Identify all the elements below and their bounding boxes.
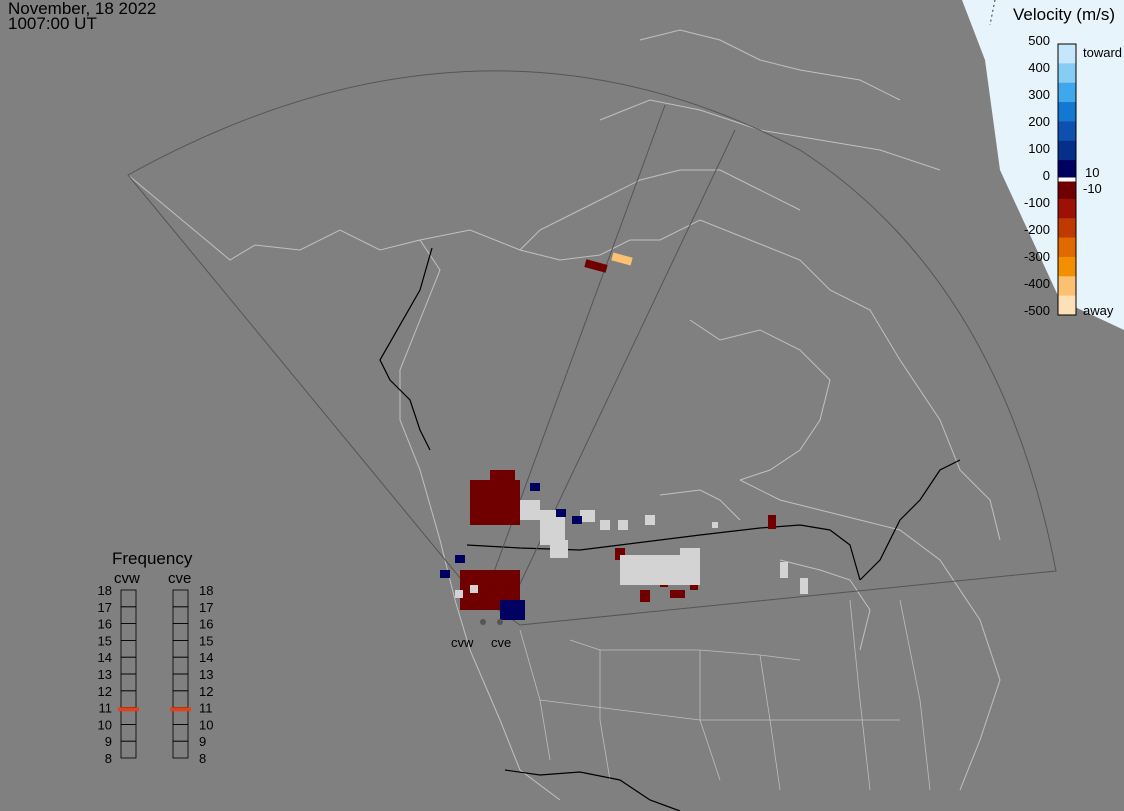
frequency-marker-cve <box>170 707 191 712</box>
frequency-scale-label: 8 <box>199 751 206 766</box>
echo-cells <box>440 252 808 620</box>
velocity-tick-label: 0 <box>1043 168 1050 183</box>
frequency-scale-label: 17 <box>98 600 112 615</box>
frequency-cell <box>172 623 189 641</box>
frequency-radar-cvw: cvw <box>114 570 140 587</box>
frequency-cell <box>120 724 137 742</box>
radar-label-cve: cve <box>491 635 511 650</box>
colorbar-outline <box>1057 43 1077 316</box>
frequency-scale-label: 13 <box>199 667 213 682</box>
colorbar-segment <box>1058 198 1076 219</box>
colorbar-zero-gap <box>1058 177 1076 182</box>
frequency-cell <box>120 740 137 759</box>
frequency-cell <box>172 690 189 708</box>
frequency-scale-label: 14 <box>98 650 112 665</box>
frequency-cell <box>120 640 137 658</box>
velocity-away-label: away <box>1083 303 1114 318</box>
frequency-scale-label: 8 <box>105 751 112 766</box>
velocity-threshold-pos: 10 <box>1085 165 1099 180</box>
frequency-scale-label: 10 <box>98 717 112 732</box>
frequency-scale-label: 15 <box>199 633 213 648</box>
velocity-tick-label: -100 <box>1024 195 1050 210</box>
colorbar-segment <box>1058 179 1076 200</box>
colorbar-segment <box>1058 121 1076 142</box>
frequency-scale-label: 18 <box>98 583 112 598</box>
velocity-toward-label: toward <box>1083 45 1122 60</box>
colorbar-segment <box>1058 160 1076 180</box>
national-borders <box>379 247 961 811</box>
frequency-scale-label: 11 <box>199 701 213 716</box>
velocity-tick-label: -400 <box>1024 276 1050 291</box>
frequency-cell <box>172 724 189 742</box>
frequency-scale-label: 12 <box>98 684 112 699</box>
colorbar-segment <box>1058 237 1076 258</box>
date-label: November, 18 2022 <box>8 0 157 18</box>
frequency-marker-cvw <box>118 707 139 712</box>
colorbar-segment <box>1058 63 1076 84</box>
frequency-cell <box>172 640 189 658</box>
frequency-radar-cve: cve <box>168 570 191 587</box>
frequency-scale-label: 9 <box>105 734 112 749</box>
frequency-cell <box>172 656 189 675</box>
colorbar-segment <box>1058 295 1076 316</box>
frequency-cell <box>172 673 189 692</box>
velocity-tick-label: -300 <box>1024 249 1050 264</box>
frequency-scale-label: 16 <box>199 617 213 632</box>
radar-sites: cvw cve <box>451 619 511 650</box>
frequency-scale-label: 10 <box>199 717 213 732</box>
velocity-legend-title: Velocity (m/s) <box>1013 5 1115 24</box>
frequency-cell <box>120 690 137 708</box>
colorbar-segment <box>1058 102 1076 122</box>
colorbar-segment <box>1058 276 1076 297</box>
velocity-tick-label: 300 <box>1028 87 1050 102</box>
radar-site-cve <box>497 619 503 625</box>
time-label: 1007:00 UT <box>8 14 97 33</box>
velocity-legend: Velocity (m/s) 500 400 300 200 100 0 -100 -200 -… <box>1013 5 1122 318</box>
frequency-scale-label: 12 <box>199 684 213 699</box>
radar-field-of-view <box>127 70 1057 626</box>
colorbar-segment <box>1058 44 1076 64</box>
frequency-scale-label: 9 <box>199 734 206 749</box>
frequency-scale-label: 18 <box>199 583 213 598</box>
frequency-scale-label: 11 <box>99 701 113 716</box>
frequency-cell <box>120 656 137 675</box>
frequency-cell <box>120 606 137 624</box>
colorbar-segment <box>1058 82 1076 103</box>
velocity-tick-label: 100 <box>1028 141 1050 156</box>
frequency-cell <box>172 740 189 759</box>
frequency-cell <box>120 673 137 692</box>
frequency-scale-label: 14 <box>199 650 213 665</box>
frequency-scale-label: 13 <box>98 667 112 682</box>
frequency-cell <box>172 589 189 608</box>
colorbar-segment <box>1058 256 1076 277</box>
frequency-cell <box>120 589 137 608</box>
colorbar-segment <box>1058 140 1076 161</box>
velocity-tick-label: 400 <box>1028 60 1050 75</box>
frequency-title: Frequency <box>112 549 193 568</box>
terminator-line <box>989 0 996 26</box>
colorbar-segment <box>1058 218 1076 239</box>
radar-site-cvw <box>480 619 486 625</box>
velocity-tick-label: -500 <box>1024 303 1050 318</box>
frequency-scale-label: 15 <box>98 633 112 648</box>
velocity-tick-label: 200 <box>1028 114 1050 129</box>
velocity-threshold-neg: -10 <box>1083 181 1102 196</box>
velocity-ticks: 500 400 300 200 100 0 -100 -200 -300 -400 -500 <box>1024 33 1050 318</box>
radar-label-cvw: cvw <box>451 635 474 650</box>
coastlines <box>127 29 1001 801</box>
velocity-tick-label: 500 <box>1028 33 1050 48</box>
velocity-tick-label: -200 <box>1024 222 1050 237</box>
frequency-scale-label: 17 <box>199 600 213 615</box>
frequency-scale-label: 16 <box>98 617 112 632</box>
frequency-cell <box>172 606 189 624</box>
frequency-cell <box>120 623 137 641</box>
velocity-colorbar <box>1057 43 1077 316</box>
political-boundaries <box>519 599 931 791</box>
daylight-region <box>962 0 1124 330</box>
